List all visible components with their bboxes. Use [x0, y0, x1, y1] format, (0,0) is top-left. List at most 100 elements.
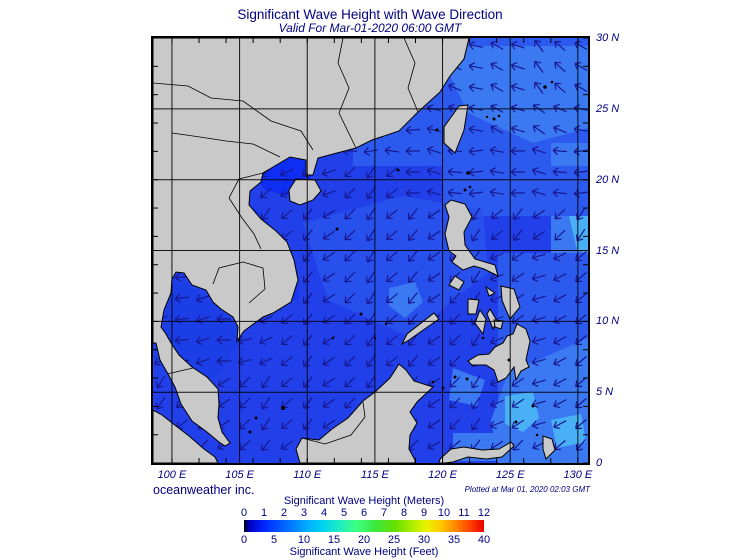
wave-direction-arrow — [195, 294, 210, 303]
landmass — [438, 441, 515, 463]
wave-direction-arrow — [447, 167, 463, 177]
wave-direction-arrow — [302, 229, 313, 242]
wave-direction-arrow — [468, 41, 483, 50]
small-island — [465, 377, 469, 381]
wave-direction-arrow — [260, 187, 272, 199]
wave-direction-arrow — [468, 62, 483, 71]
wave-direction-arrow — [470, 417, 481, 431]
feet-tick-label: 25 — [387, 534, 401, 546]
wave-direction-arrow — [426, 146, 441, 155]
wave-direction-arrow — [365, 207, 376, 221]
wave-direction-arrow — [322, 398, 336, 409]
feet-tick-label: 40 — [477, 534, 491, 546]
wave-direction-arrow — [344, 208, 356, 220]
wave-direction-arrow — [554, 61, 566, 73]
wave-direction-arrow — [468, 125, 483, 134]
small-island — [543, 85, 547, 89]
wave-direction-arrow — [363, 147, 378, 156]
wave-direction-arrow — [554, 208, 566, 220]
wave-direction-arrow — [449, 418, 461, 430]
wave-direction-arrow — [427, 272, 441, 283]
landmass — [444, 199, 499, 277]
small-island — [550, 80, 554, 84]
wave-direction-arrow — [344, 166, 356, 178]
wave-direction-arrow — [385, 335, 398, 346]
wave-direction-arrow — [531, 252, 546, 261]
wave-direction-arrow — [365, 228, 376, 242]
wave-direction-arrow — [216, 335, 231, 345]
small-island — [463, 188, 467, 192]
feet-tick-label: 0 — [240, 534, 248, 546]
meters-tick-label: 12 — [477, 507, 491, 519]
wave-direction-arrow — [490, 209, 503, 220]
wave-direction-arrow — [553, 273, 567, 283]
wave-direction-arrow — [512, 229, 523, 242]
wave-direction-arrow — [533, 60, 544, 74]
wave-direction-arrow — [510, 41, 525, 50]
meters-tick-label: 7 — [380, 507, 388, 519]
wave-direction-arrow — [280, 419, 293, 430]
wave-direction-arrow — [554, 40, 566, 52]
wave-direction-arrow — [322, 209, 336, 220]
wave-direction-arrow — [427, 335, 441, 346]
wave-direction-arrow — [489, 420, 504, 430]
lat-tick-label: 20 N — [596, 173, 620, 186]
small-island — [535, 433, 539, 437]
meters-tick-label: 8 — [400, 507, 408, 519]
wave-direction-arrow — [322, 230, 336, 241]
wave-direction-arrow — [261, 439, 271, 452]
wave-direction-arrow — [385, 209, 398, 220]
wave-direction-arrow — [302, 355, 313, 368]
wave-direction-arrow — [426, 125, 441, 134]
wave-direction-arrow — [365, 165, 376, 179]
meters-tick-label: 2 — [280, 507, 288, 519]
wave-direction-arrow — [344, 229, 356, 241]
wave-direction-arrow — [448, 82, 462, 92]
wave-direction-arrow — [427, 441, 441, 451]
wave-direction-arrow — [365, 186, 376, 200]
lon-tick-label: 105 E — [225, 469, 254, 481]
wave-direction-arrow — [365, 354, 376, 368]
wave-direction-arrow — [489, 167, 504, 176]
wave-direction-arrow — [280, 209, 293, 220]
country-border — [403, 38, 419, 113]
wave-direction-arrow — [344, 271, 356, 283]
wave-direction-arrow — [449, 397, 461, 409]
lon-tick-label: 120 E — [428, 469, 457, 481]
meters-tick-label: 0 — [240, 507, 248, 519]
landmass — [542, 435, 556, 460]
wave-direction-arrow — [449, 376, 461, 388]
wave-direction-arrow — [405, 167, 421, 177]
wave-direction-arrow — [155, 375, 166, 389]
wave-direction-arrow — [385, 230, 398, 241]
small-island — [531, 404, 535, 408]
wave-direction-arrow — [553, 399, 567, 409]
meters-tick-label: 3 — [300, 507, 308, 519]
wave-direction-arrow — [468, 83, 483, 92]
wave-direction-arrow — [489, 188, 504, 197]
wave-direction-arrow — [531, 378, 546, 387]
small-island — [453, 375, 457, 379]
wave-direction-arrow — [344, 292, 356, 304]
wave-direction-arrow — [407, 250, 418, 263]
small-island — [396, 168, 400, 172]
wave-direction-arrow — [385, 251, 398, 262]
small-island — [384, 322, 388, 326]
small-island — [281, 406, 285, 410]
wave-direction-arrow — [174, 293, 190, 303]
sea-patch — [161, 273, 241, 382]
meters-tick-label: 1 — [260, 507, 268, 519]
wave-direction-arrow — [302, 418, 313, 431]
wave-direction-arrow — [239, 418, 251, 430]
country-border — [166, 367, 194, 375]
wave-direction-arrow — [302, 397, 313, 410]
wave-direction-arrow — [554, 82, 566, 94]
colorbar — [244, 520, 484, 532]
wave-direction-arrow — [427, 398, 441, 409]
wave-direction-arrow — [405, 125, 421, 135]
landmass — [443, 104, 469, 154]
lon-tick-label: 110 E — [293, 469, 322, 481]
wave-direction-arrow — [510, 188, 526, 198]
country-border — [301, 401, 366, 445]
